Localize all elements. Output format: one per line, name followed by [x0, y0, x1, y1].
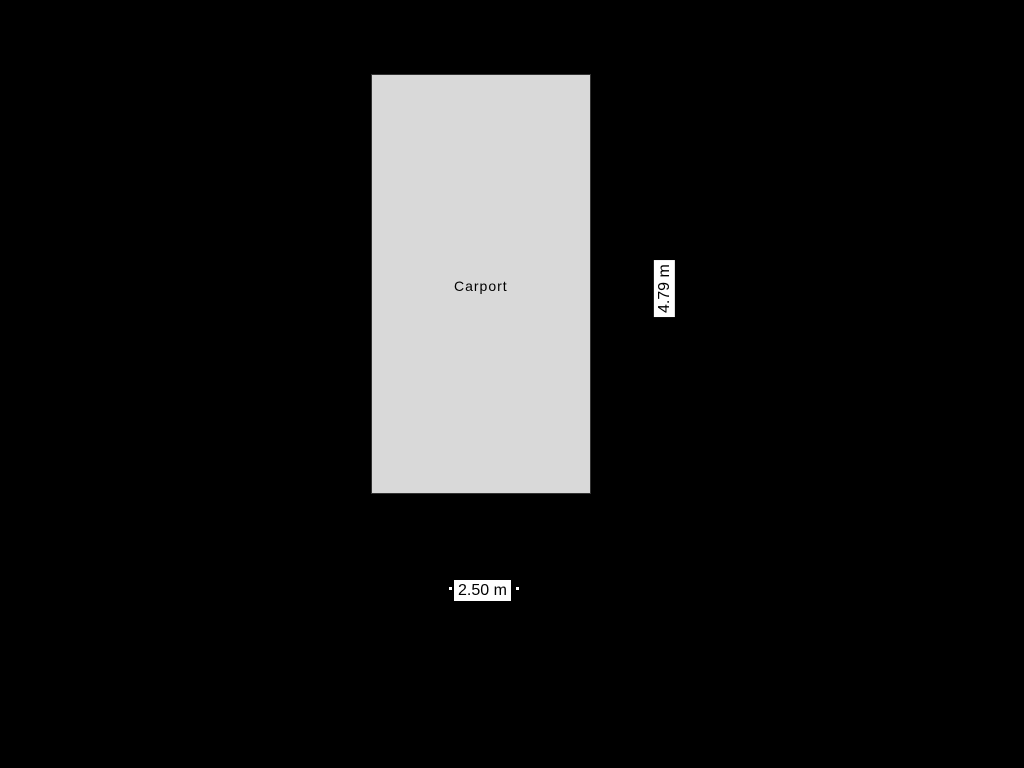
width-dimension-label: 2.50 m	[454, 580, 511, 601]
width-dim-tick-left	[449, 587, 452, 590]
width-dim-tick-right	[516, 587, 519, 590]
height-dimension-label: 4.79 m	[654, 260, 675, 317]
room-label: Carport	[454, 278, 508, 294]
